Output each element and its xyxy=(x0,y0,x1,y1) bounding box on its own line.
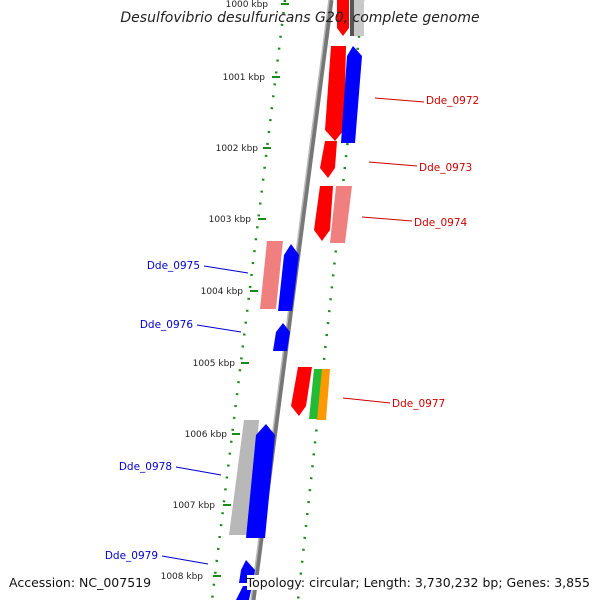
gene-label-dde-0977[interactable]: Dde_0977 xyxy=(392,398,445,410)
gene-block-dde-0972-forward[interactable] xyxy=(341,46,362,143)
gene-leader-line xyxy=(374,97,425,103)
gene-leader-line xyxy=(368,161,418,167)
genome-title: Desulfovibrio desulfuricans G20, complet… xyxy=(120,10,480,26)
gene-block-dde-0972-reverse[interactable] xyxy=(325,46,346,141)
scale-ticks: 1000 kbp 1001 kbp 1002 kbp 1003 kbp 1004 kbp… xyxy=(161,0,289,582)
gene-block-partial-gray[interactable] xyxy=(353,0,364,36)
scale-tick-label: 1008 kbp xyxy=(161,572,204,582)
scale-tick-label: 1001 kbp xyxy=(223,73,266,83)
gene-block-dde-0975-forward[interactable] xyxy=(278,244,299,311)
gene-leader-line xyxy=(203,265,249,274)
gene-block-dde-0977-green[interactable] xyxy=(309,369,323,419)
gene-label-dde-0975[interactable]: Dde_0975 xyxy=(147,260,200,272)
gene-label-dde-0976[interactable]: Dde_0976 xyxy=(140,319,194,331)
gene-block-dde-0974-light[interactable] xyxy=(330,186,352,243)
gene-block-partial-dark xyxy=(350,0,354,36)
scale-tick-label: 1000 kbp xyxy=(226,0,269,10)
gene-block-dde-0978-forward[interactable] xyxy=(246,424,275,538)
forward-tick-line xyxy=(296,0,365,601)
scale-tick-label: 1007 kbp xyxy=(173,501,216,511)
gene-block-dde-0973[interactable] xyxy=(320,141,337,178)
scale-tick-label: 1006 kbp xyxy=(185,430,228,440)
gene-leader-line xyxy=(175,466,222,476)
gene-leader-line xyxy=(196,324,242,333)
scale-tick-label: 1005 kbp xyxy=(193,359,236,369)
gene-block-dde-0975-light[interactable] xyxy=(260,241,283,309)
gene-block-dde-0974-reverse[interactable] xyxy=(314,186,333,241)
scale-tick-label: 1004 kbp xyxy=(201,287,244,297)
gene-labels: Dde_0972 Dde_0973 Dde_0974 Dde_0975 Dde_0976… xyxy=(105,95,479,565)
gene-leader-line xyxy=(342,397,391,404)
gene-label-dde-0979[interactable]: Dde_0979 xyxy=(105,550,158,562)
genome-summary-text: Topology: circular; Length: 3,730,232 bp… xyxy=(246,575,590,590)
gene-block-dde-0977-red[interactable] xyxy=(291,367,312,416)
gene-block-dde-0977-orange[interactable] xyxy=(317,369,330,420)
gene-block-dde-0976[interactable] xyxy=(273,323,290,351)
gene-label-dde-0974[interactable]: Dde_0974 xyxy=(414,217,468,229)
scale-tick-label: 1002 kbp xyxy=(216,144,259,154)
gene-label-dde-0972[interactable]: Dde_0972 xyxy=(426,95,479,107)
gene-label-dde-0978[interactable]: Dde_0978 xyxy=(119,461,172,473)
gene-label-dde-0973[interactable]: Dde_0973 xyxy=(419,162,472,174)
gene-block-partial-red[interactable] xyxy=(337,0,349,36)
accession-text: Accession: NC_007519 xyxy=(9,575,152,590)
scale-tick-label: 1003 kbp xyxy=(209,215,252,225)
gene-leader-line xyxy=(161,555,209,565)
gene-leader-line xyxy=(361,216,413,222)
